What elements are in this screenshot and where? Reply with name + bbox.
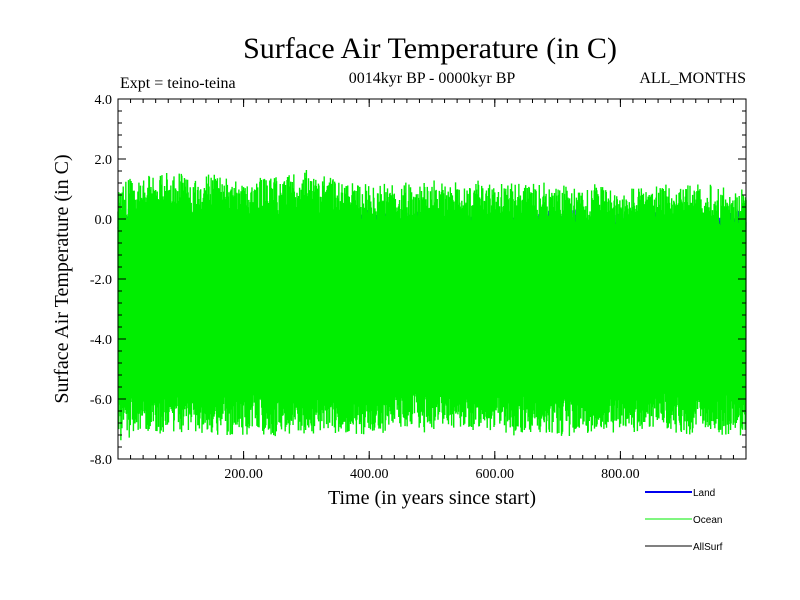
plot-area: -8.0 -6.0 -4.0 -2.0 0.0 2.0 4.0 200.00 400.00 60… [90,93,747,482]
x-axis-label: Time (in years since start) [328,487,536,509]
series-ocean [117,170,747,441]
chart-subtitle: 0014kyr BP - 0000kyr BP [349,70,516,87]
months-label: ALL_MONTHS [639,70,746,87]
legend-ocean-label: Land [693,488,715,499]
y-tick-label: 0.0 [95,213,113,228]
x-tick-label: 800.00 [601,467,640,482]
x-tick-label: 400.00 [350,467,389,482]
chart-title: Surface Air Temperature (in C) [243,32,617,65]
y-tick-label: -4.0 [90,333,112,348]
experiment-label: Expt = teino-teina [120,75,236,92]
legend-allsurf-label: AllSurf [693,542,723,553]
series-line-land [117,170,747,441]
legend: Land Ocean AllSurf [645,488,723,553]
y-tick-label: 4.0 [95,93,113,108]
y-tick-label: -2.0 [90,273,112,288]
y-axis-label: Surface Air Temperature (in C) [51,154,73,403]
x-tick-label: 200.00 [224,467,263,482]
y-tick-label: 2.0 [95,153,113,168]
x-axis: 200.00 400.00 600.00 800.00 [130,99,734,482]
y-axis: -8.0 -6.0 -4.0 -2.0 0.0 2.0 4.0 [90,93,746,468]
x-tick-label: 600.00 [476,467,515,482]
y-tick-label: -6.0 [90,393,112,408]
y-tick-label: -8.0 [90,453,112,468]
legend-land-label: Ocean [693,515,722,526]
